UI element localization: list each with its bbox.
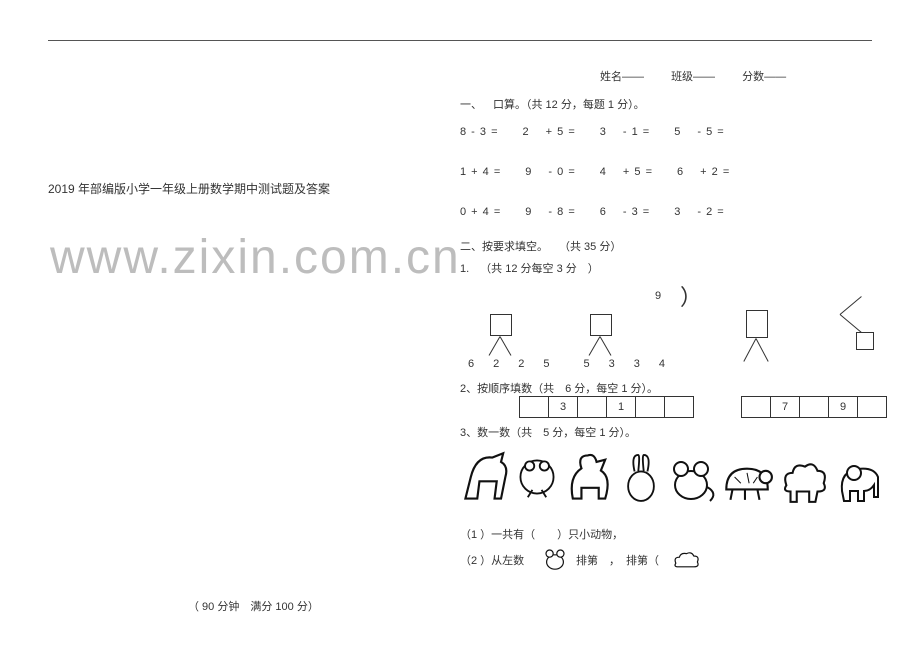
q3-2b: 排第 ， xyxy=(576,552,620,568)
top-rule xyxy=(48,40,872,41)
tree2-top-box xyxy=(590,314,612,336)
q1-label: 1. （共 12 分每空 3 分 ） xyxy=(460,260,892,276)
class-label: 班级—— xyxy=(671,68,715,84)
tree3-top-box xyxy=(746,310,768,338)
section2-heading: 二、按要求填空。 （共 35 分） xyxy=(460,238,892,254)
animal-turtle-icon xyxy=(718,442,774,512)
animal-mouse-icon xyxy=(666,442,716,512)
tree4-small-box xyxy=(856,332,874,350)
math-row-3: 0 + 4 = 9 - 8 = 6 - 3 = 3 - 2 = xyxy=(460,206,892,218)
cell xyxy=(664,396,694,418)
paren-mark: ） xyxy=(680,280,702,312)
tree2-leg-r xyxy=(600,336,612,356)
name-label: 姓名—— xyxy=(600,68,644,84)
cell xyxy=(799,396,829,418)
tree4-roof-r xyxy=(840,314,862,333)
animal-sheep-icon xyxy=(776,442,832,512)
tree1-leg-r xyxy=(500,336,512,356)
animal-dog-icon xyxy=(562,442,616,512)
exam-timing: （ 90 分钟 满分 100 分） xyxy=(188,598,319,614)
q3-2a: （2 ）从左数 xyxy=(460,555,524,567)
cell xyxy=(857,396,887,418)
tree3-leg-r xyxy=(756,338,769,361)
cell: 1 xyxy=(606,396,636,418)
tree-bottom-nums: 6 2 2 5 5 3 3 4 xyxy=(468,358,669,370)
cell xyxy=(635,396,665,418)
exam-title: 2019 年部编版小学一年级上册数学期中测试题及答案 xyxy=(48,180,330,197)
tree2-leg-l xyxy=(589,336,601,356)
animal-elephant-icon xyxy=(834,442,888,512)
math-row-1: 8 - 3 = 2 + 5 = 3 - 1 = 5 - 5 = xyxy=(460,126,892,138)
tree1-leg-l xyxy=(489,336,501,356)
q3-2c: 排第（ xyxy=(626,552,659,568)
section1-heading: 一、 口算。（共 12 分，每题 1 分）。 xyxy=(460,96,892,112)
tree-top-9: 9 xyxy=(655,290,661,302)
animal-horse-icon xyxy=(460,442,514,512)
cell: 3 xyxy=(548,396,578,418)
tree-diagrams: 9 6 2 2 5 5 3 3 4 xyxy=(460,314,892,372)
animals-row xyxy=(460,442,892,518)
cell: 7 xyxy=(770,396,800,418)
q3-label: 3、数一数（共 5 分，每空 1 分）。 xyxy=(460,424,892,440)
animal-rabbit-icon xyxy=(618,442,664,512)
q3-1: （1 ）一共有（ ）只小动物， xyxy=(460,526,892,542)
tree4-roof-l xyxy=(840,296,862,315)
score-label: 分数—— xyxy=(742,68,786,84)
q2-label: 2、按顺序填数（共 6 分，每空 1 分）。 xyxy=(460,380,892,396)
watermark: www.zixin.com.cn xyxy=(50,230,461,285)
tree1-top-box xyxy=(490,314,512,336)
seq-boxes-right: 79 xyxy=(742,396,887,418)
small-mouse-icon xyxy=(538,544,572,574)
math-row-2: 1 + 4 = 9 - 0 = 4 + 5 = 6 + 2 = xyxy=(460,166,892,178)
header-fields: 姓名—— 班级—— 分数—— xyxy=(460,68,892,84)
cell: 9 xyxy=(828,396,858,418)
q3-2: （2 ）从左数 排第 ， 排第（ xyxy=(460,552,892,568)
seq-boxes-left: 31 xyxy=(520,396,694,418)
small-sheep-icon xyxy=(666,544,706,574)
tree3-leg-l xyxy=(743,338,756,361)
cell xyxy=(577,396,607,418)
cell xyxy=(519,396,549,418)
cell xyxy=(741,396,771,418)
animal-frog-icon xyxy=(514,442,560,512)
